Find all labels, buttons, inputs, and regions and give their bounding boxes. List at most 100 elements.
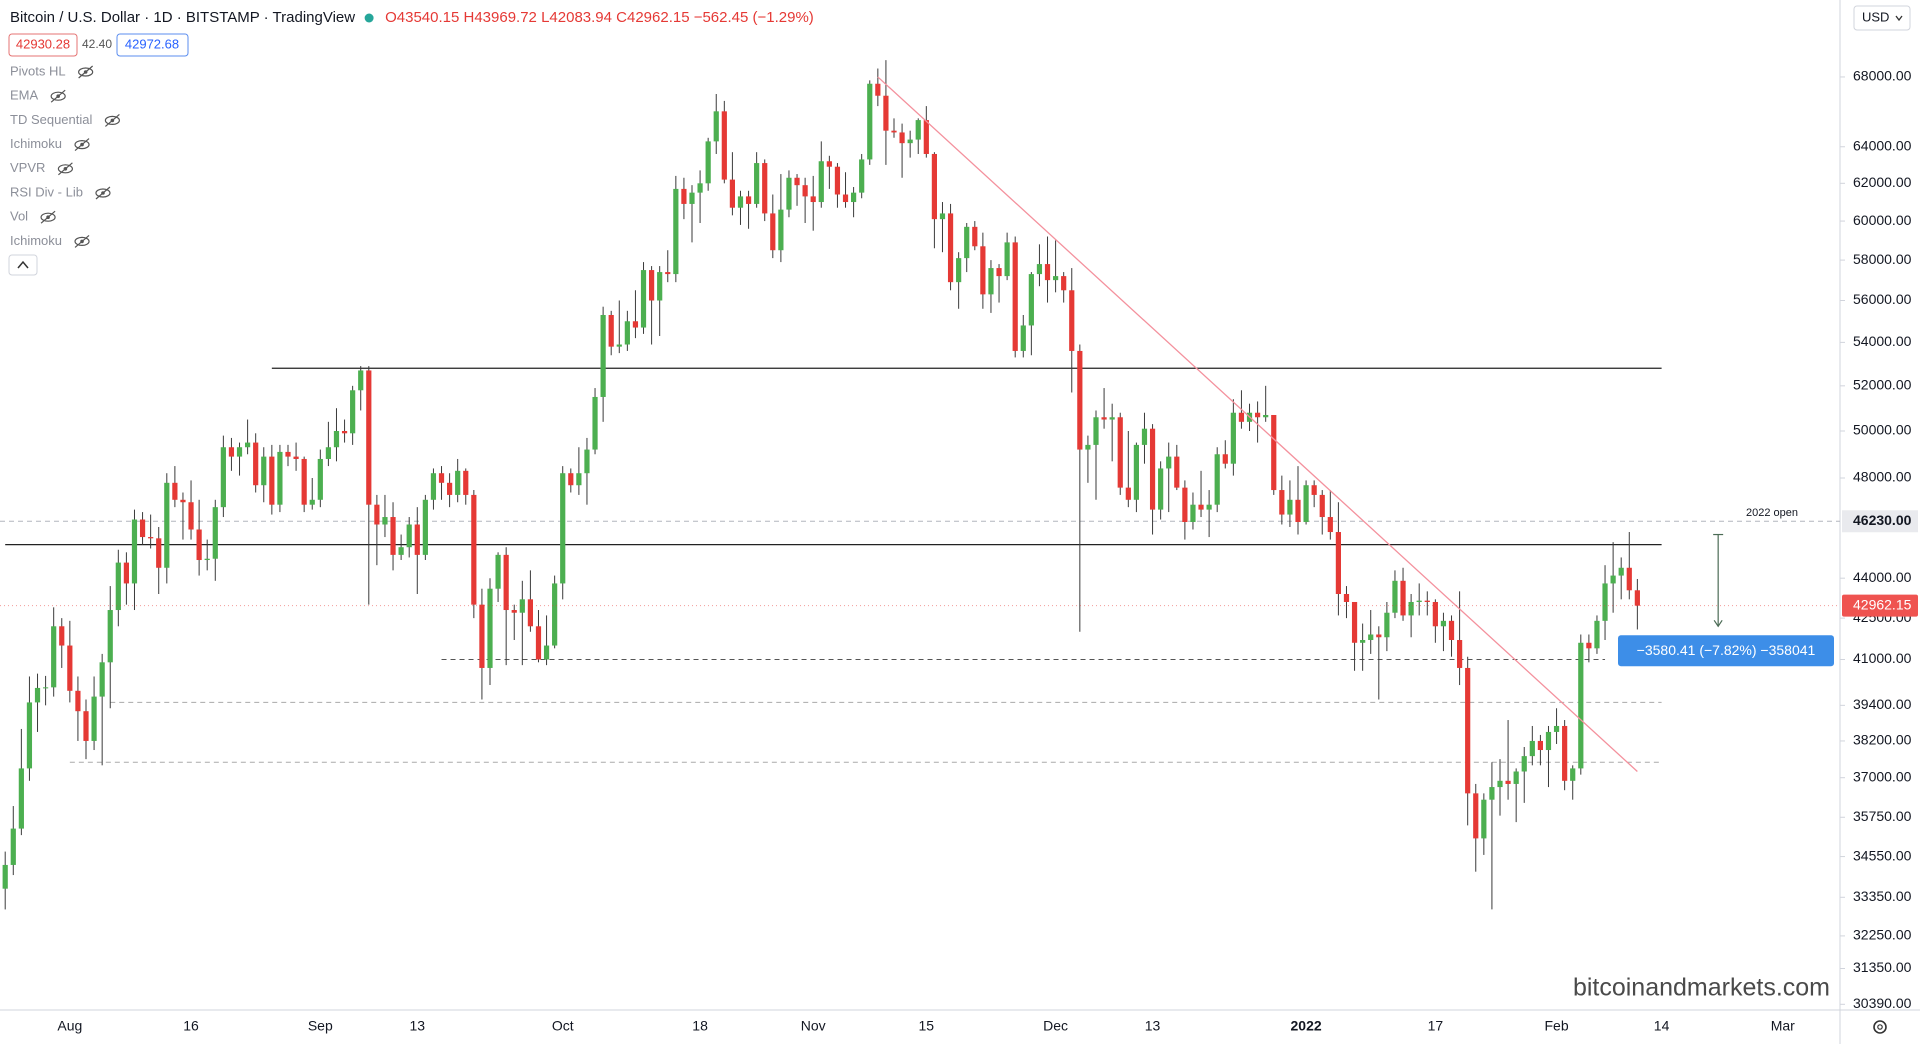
candle-body [519, 599, 525, 613]
y-tick-label: 44000.00 [1853, 569, 1912, 585]
candle-body [1028, 274, 1034, 326]
candle-body [1545, 731, 1552, 751]
indicator-visibility-toggle[interactable] [95, 186, 111, 200]
candle-body [293, 456, 299, 459]
bid-box[interactable] [8, 33, 78, 57]
candle-body [1521, 756, 1527, 772]
candle-body [1553, 725, 1560, 732]
spread: 42.40 [82, 37, 112, 51]
candle-body [543, 645, 550, 660]
candle-body [737, 196, 744, 208]
collapse-icon [17, 260, 29, 269]
indicator-name: Vol [10, 209, 28, 224]
candle-body [180, 499, 186, 503]
candle-body [1255, 412, 1261, 418]
open-line-price: 46230.00 [1853, 512, 1912, 528]
plot-area: 2022 open −3580.41 (−7.82%) −358041 [0, 60, 1840, 910]
candle-body [325, 447, 331, 459]
candle-body [245, 442, 251, 448]
candle-body [1319, 494, 1325, 518]
y-tick-label: 33350.00 [1853, 888, 1912, 904]
candle-body [632, 321, 639, 328]
candle-body [964, 226, 970, 259]
candle-body [1343, 593, 1350, 602]
candle-body [75, 690, 81, 712]
currency-chevron [1895, 15, 1903, 22]
last-price-label: 42962.15 [1853, 596, 1912, 612]
indicator-name: Ichimoku [10, 136, 62, 151]
y-tick-label: 37000.00 [1853, 768, 1912, 784]
candle-body [576, 473, 582, 486]
trend-line [877, 76, 1638, 772]
candle-body [859, 159, 865, 193]
candle-body [59, 626, 65, 646]
indicator-visibility-toggle[interactable] [104, 113, 120, 127]
x-tick-label: 16 [183, 1018, 199, 1034]
y-tick-label: 60000.00 [1853, 212, 1912, 228]
last-price-box [1842, 594, 1918, 617]
candle-body [907, 139, 913, 144]
indicator-visibility-toggle[interactable] [40, 210, 56, 224]
candle-body [592, 396, 598, 450]
candle-body [834, 166, 841, 195]
candle-body [99, 662, 105, 697]
candle-body [1368, 634, 1374, 641]
ask-box[interactable] [116, 33, 189, 57]
candle-body [802, 185, 808, 197]
indicator-visibility-toggle[interactable] [57, 162, 74, 176]
currency: USD [1862, 9, 1889, 24]
currency-button[interactable] [1853, 5, 1911, 31]
candle-body [665, 272, 671, 275]
candle-body [164, 482, 170, 568]
candle-body [1069, 290, 1075, 351]
candle-body [535, 626, 542, 660]
candle-body [115, 562, 121, 611]
indicator-visibility-toggle[interactable] [74, 138, 90, 152]
collapse-button[interactable] [8, 254, 38, 276]
candle-body [778, 209, 784, 251]
candle-body [1481, 799, 1487, 839]
candle-body [1416, 600, 1422, 602]
x-tick-label: 13 [1145, 1018, 1161, 1034]
candle-body [1295, 499, 1301, 523]
settings-button[interactable] [1873, 1020, 1887, 1034]
candle-body [616, 344, 622, 347]
candle-body [713, 111, 719, 142]
indicator-name: VPVR [10, 160, 45, 175]
candle-body [931, 153, 937, 220]
candle-body [600, 314, 606, 397]
x-tick-label: Aug [57, 1018, 82, 1034]
candle-body [277, 451, 283, 505]
candle-body [341, 430, 348, 434]
candle-body [786, 177, 792, 210]
candle-body [1311, 485, 1317, 495]
candle-body [67, 645, 73, 691]
y-tick-label: 39400.00 [1853, 696, 1912, 712]
candle-body [689, 192, 695, 204]
candle-body [398, 547, 404, 555]
candle-body [447, 482, 453, 495]
candle-body [253, 442, 259, 486]
open-line-name: 2022 open [1746, 507, 1798, 519]
candle-body [10, 828, 16, 865]
candle-body [1020, 325, 1026, 351]
indicator-visibility-toggle[interactable] [78, 65, 94, 79]
indicator-visibility-toggle[interactable] [50, 89, 66, 103]
candle-body [139, 519, 146, 538]
candle-body [1263, 414, 1269, 418]
candle-body [1570, 768, 1576, 781]
candle-body [1489, 787, 1495, 800]
candle-body [511, 610, 517, 613]
candle-body [1578, 642, 1584, 769]
candle-body [438, 473, 445, 483]
candle-body [228, 447, 235, 457]
candle-body [236, 447, 243, 457]
candle-body [851, 192, 857, 203]
candle-body [980, 246, 986, 295]
eye-slash [105, 113, 120, 127]
market-status-dot [364, 13, 374, 23]
candle-body [1149, 428, 1156, 510]
indicator-visibility-toggle[interactable] [74, 234, 90, 248]
candle-body [608, 314, 614, 347]
candle-body [196, 529, 202, 561]
